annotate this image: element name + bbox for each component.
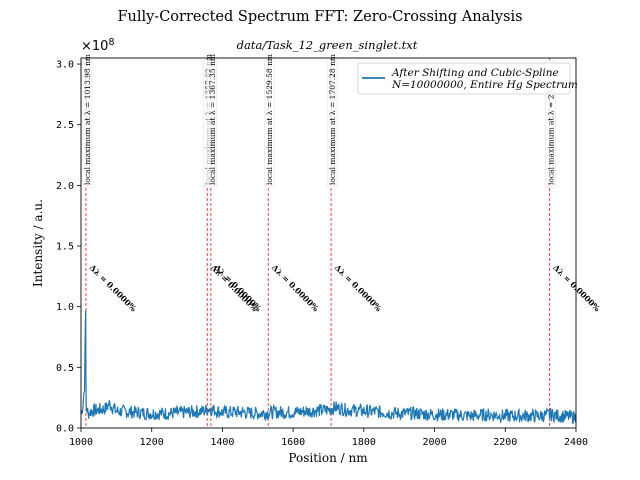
x-tick-label: 1000 [69, 437, 93, 448]
marker-label-box [263, 59, 275, 188]
y-tick-label: 2.0 [56, 181, 74, 192]
marker-label: local maximum at λ = 1707.28 nm [328, 54, 337, 185]
x-tick-label: 2200 [493, 437, 517, 448]
marker-label: local maximum at λ = 1529.58 nm [265, 54, 274, 185]
x-tick-label: 1400 [210, 437, 234, 448]
legend: After Shifting and Cubic-Spline N=100000… [357, 62, 578, 95]
marker-label-box [81, 59, 93, 188]
marker-label-box [545, 59, 556, 188]
x-axis-ticks: 1000 1200 1400 1600 1800 2000 2200 2400 [69, 428, 588, 448]
y-tick-label: 0.0 [56, 424, 74, 435]
x-tick-label: 1200 [140, 437, 164, 448]
x-axis-label: Position / nm [288, 451, 368, 465]
y-axis-label: Intensity / a.u. [31, 199, 45, 287]
axes-frame [80, 57, 577, 429]
legend-label-line-2: N=10000000, Entire Hg Spectrum [391, 79, 578, 91]
y-tick-label: 0.5 [56, 363, 74, 374]
series-line [80, 310, 577, 424]
delta-label: Δλ = 0.0000% [88, 262, 139, 313]
legend-box [357, 62, 571, 95]
x-tick-label: 2400 [564, 437, 588, 448]
marker-lines [85, 58, 551, 428]
marker-label-box [326, 59, 338, 188]
marker-label: local maximum at λ = 23 [547, 90, 556, 185]
x-tick-label: 1800 [352, 437, 376, 448]
legend-label-line-1: After Shifting and Cubic-Spline [391, 67, 559, 79]
delta-label: Δλ = 0.0000% [551, 262, 602, 313]
x-tick-label: 1600 [281, 437, 305, 448]
y-multiplier: ×108 [81, 37, 114, 54]
marker-label: local maximum at λ = 1367.35 nm [208, 54, 217, 185]
y-tick-label: 3.0 [56, 60, 74, 71]
marker-label: local maximum at λ = 1013.98 nm [83, 54, 92, 185]
x-tick-label: 2000 [423, 437, 447, 448]
y-axis-ticks: 0.0 0.5 1.0 1.5 2.0 2.5 3.0 [56, 60, 81, 435]
delta-label: Δλ = 0.0000% [333, 262, 384, 313]
delta-label: Δλ = 0.0000% [270, 262, 321, 313]
marker-label-box [206, 59, 218, 188]
y-tick-label: 2.5 [56, 120, 74, 131]
delta-label: Δλ = 0.0000% [212, 262, 263, 313]
chart-subtitle: data/Task_12_green_singlet.txt [237, 38, 418, 52]
plot-area: local maximum at λ = 1013.98 nm Δλ = 0.00… [56, 54, 603, 448]
y-tick-label: 1.5 [56, 242, 74, 253]
y-tick-label: 1.0 [56, 302, 74, 313]
chart-title: Fully-Corrected Spectrum FFT: Zero-Cross… [117, 9, 522, 25]
